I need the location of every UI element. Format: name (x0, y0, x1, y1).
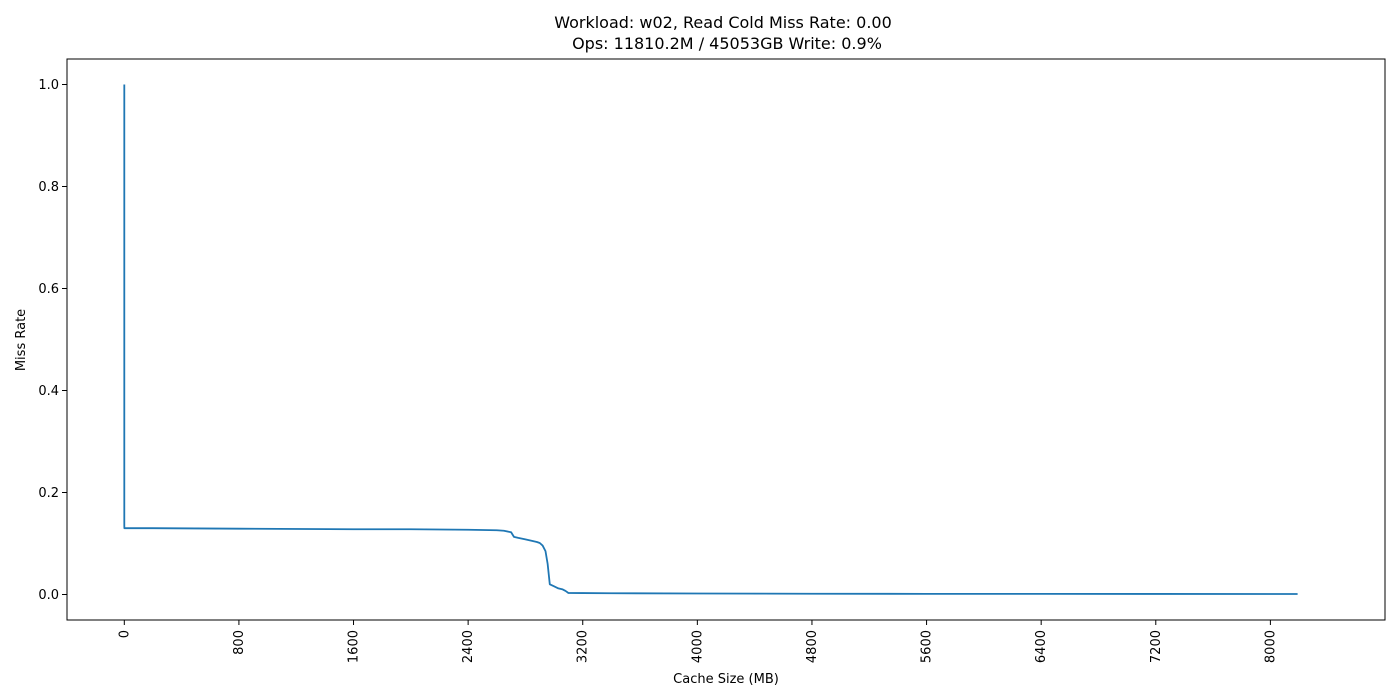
x-tick-label: 0 (117, 630, 132, 638)
plot-frame (66, 58, 1386, 621)
x-tick-label: 4800 (805, 630, 820, 663)
y-tick-label: 0.2 (38, 486, 59, 501)
plot-area (66, 58, 1386, 621)
x-axis-label: Cache Size (MB) (673, 672, 779, 687)
y-tick-label: 0.4 (38, 384, 59, 399)
x-tick-label: 4000 (690, 630, 705, 663)
x-tick-label: 7200 (1149, 630, 1164, 663)
y-tick-label: 0.0 (38, 588, 59, 603)
x-tick-label: 1600 (347, 630, 362, 663)
y-tick-label: 0.6 (38, 282, 59, 297)
x-tick-label: 8000 (1263, 630, 1278, 663)
chart-title-line-1: Workload: w02, Read Cold Miss Rate: 0.00 (554, 13, 892, 32)
x-tick-label: 2400 (461, 630, 476, 663)
x-tick-label: 3200 (576, 630, 591, 663)
y-tick-label: 0.8 (38, 180, 59, 195)
chart-title-line-2: Ops: 11810.2M / 45053GB Write: 0.9% (572, 34, 882, 53)
miss-rate-series-line (123, 84, 1298, 595)
x-tick-label: 5600 (920, 630, 935, 663)
x-tick-label: 800 (232, 630, 247, 655)
x-axis-ticks: 0 800 1600 2400 3200 4000 4800 5600 6400 7200 8000 (117, 620, 1278, 663)
x-tick-label: 6400 (1034, 630, 1049, 663)
y-axis-ticks: 0.0 0.2 0.4 0.6 0.8 1.0 (38, 78, 67, 603)
y-axis-label: Miss Rate (14, 309, 29, 371)
y-tick-label: 1.0 (38, 78, 59, 93)
